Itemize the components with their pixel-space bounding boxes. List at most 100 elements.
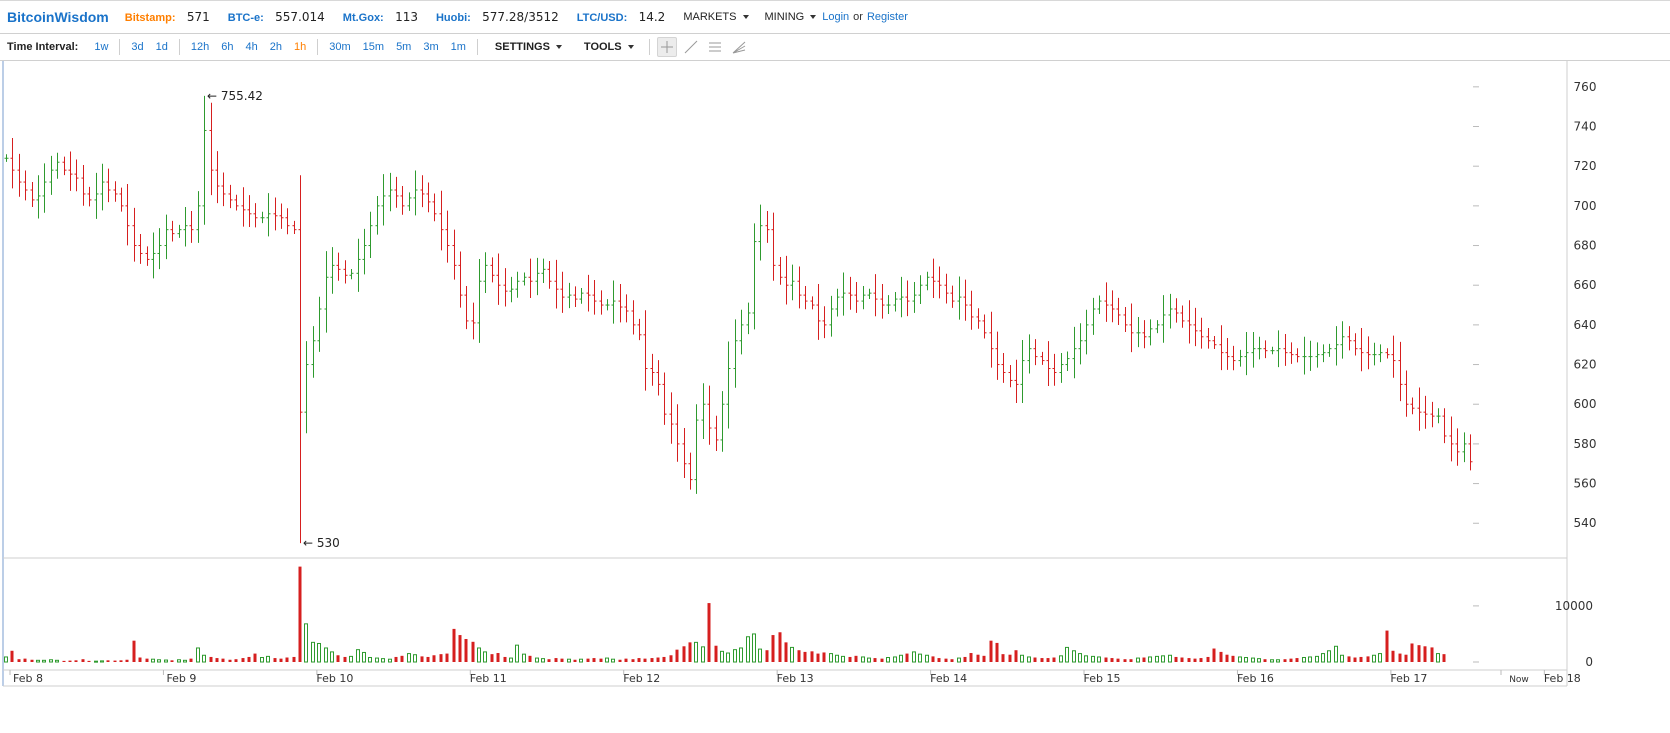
volume-bar xyxy=(650,658,654,662)
interval-30m[interactable]: 30m xyxy=(329,41,351,53)
price-tick-label: 600 xyxy=(1574,397,1597,411)
volume-bar xyxy=(119,660,123,662)
mining-label: MINING xyxy=(764,11,805,23)
ohlc-bar xyxy=(592,280,597,315)
settings-menu[interactable]: SETTINGS xyxy=(495,41,562,53)
ohlc-bar xyxy=(1334,326,1339,366)
volume-bar xyxy=(1302,657,1306,663)
ohlc-bar xyxy=(1251,332,1256,368)
interval-1m[interactable]: 1m xyxy=(450,41,466,53)
ohlc-bar xyxy=(816,284,821,340)
volume-bar xyxy=(1116,658,1120,662)
ohlc-bar xyxy=(183,207,188,247)
volume-bar xyxy=(260,657,264,663)
crosshair-icon[interactable] xyxy=(656,37,677,57)
interval-15m[interactable]: 15m xyxy=(362,41,385,53)
volume-bar xyxy=(1442,654,1446,662)
volume-bar xyxy=(567,658,571,663)
volume-bar xyxy=(1020,654,1024,663)
ohlc-bar xyxy=(694,404,699,494)
interval-6h[interactable]: 6h xyxy=(221,41,234,53)
ohlc-bar xyxy=(886,295,891,314)
interval-4h[interactable]: 4h xyxy=(245,41,258,53)
volume-bar xyxy=(106,660,110,662)
trendline-icon[interactable] xyxy=(681,37,701,57)
volume-bar xyxy=(957,657,961,663)
fan-icon[interactable] xyxy=(729,37,749,57)
ohlc-bar xyxy=(10,138,15,189)
site-logo[interactable]: BitcoinWisdom xyxy=(7,9,109,25)
volume-bar xyxy=(1257,658,1261,663)
volume-bar xyxy=(656,657,660,662)
volume-bar xyxy=(618,659,622,662)
ohlc-bar xyxy=(893,291,898,312)
ohlc-bar xyxy=(452,229,457,280)
ohlc-bar xyxy=(957,276,962,320)
volume-bar xyxy=(822,652,826,662)
volume-bar xyxy=(458,635,462,662)
ticker-huobi[interactable]: Huobi: 577.28/3512 xyxy=(436,10,559,24)
ohlc-bar xyxy=(1142,320,1147,349)
fibonacci-icon[interactable] xyxy=(705,37,725,57)
ohlc-bar xyxy=(1442,408,1447,444)
interval-1h[interactable]: 1h xyxy=(294,41,307,53)
ohlc-bar xyxy=(1219,325,1224,371)
volume-bar xyxy=(196,647,200,663)
volume-bar xyxy=(976,654,980,662)
interval-3m[interactable]: 3m xyxy=(423,41,439,53)
ohlc-bar xyxy=(30,182,35,208)
volume-bar xyxy=(982,655,986,662)
ohlc-bar xyxy=(368,211,373,259)
interval-2h[interactable]: 2h xyxy=(269,41,282,53)
ohlc-bar xyxy=(317,296,322,352)
ohlc-bar xyxy=(311,326,316,378)
tools-menu[interactable]: TOOLS xyxy=(584,41,634,53)
ohlc-bar xyxy=(1378,344,1383,363)
volume-bar xyxy=(317,642,321,663)
volume-bar xyxy=(4,656,8,663)
volume-bar xyxy=(1359,656,1363,662)
volume-bar xyxy=(490,654,494,662)
volume-bar xyxy=(1110,658,1114,662)
time-tick-label: Feb 17 xyxy=(1390,672,1427,685)
ohlc-bar xyxy=(375,195,380,235)
ticker-label: Bitstamp: xyxy=(124,12,176,24)
divider xyxy=(476,39,478,55)
volume-bar xyxy=(1263,659,1267,662)
interval-1w[interactable]: 1w xyxy=(94,41,109,53)
ohlc-bar xyxy=(62,156,67,176)
login-link[interactable]: Login xyxy=(822,11,850,23)
volume-bar xyxy=(349,655,353,663)
ohlc-bar xyxy=(662,372,667,425)
ohlc-bar xyxy=(752,223,757,330)
volume-bar xyxy=(62,660,66,662)
ohlc-bar xyxy=(1276,330,1281,368)
ohlc-bar xyxy=(420,175,425,208)
price-tick-label: 540 xyxy=(1574,516,1597,530)
ticker-value: 113 xyxy=(395,10,418,24)
interval-3d[interactable]: 3d xyxy=(131,41,144,53)
volume-bar xyxy=(100,660,104,663)
volume-bar xyxy=(573,659,577,662)
ticker-btce[interactable]: BTC-e: 557.014 xyxy=(228,10,325,24)
ticker-ltcusd[interactable]: LTC/USD: 14.2 xyxy=(577,10,666,24)
markets-menu[interactable]: MARKETS xyxy=(683,11,749,23)
register-link[interactable]: Register xyxy=(866,11,908,23)
interval-1d[interactable]: 1d xyxy=(155,41,168,53)
price-axis: 540 560 580 600 620 640 660 680 700 720 740 760 xyxy=(1473,80,1596,530)
mining-menu[interactable]: MINING xyxy=(765,11,817,23)
ohlc-bar xyxy=(867,288,872,300)
volume-bar xyxy=(1129,659,1133,662)
ohlc-bar xyxy=(758,204,763,261)
price-chart[interactable]: 540 560 580 600 620 640 660 680 700 720 740 760 0 10… xyxy=(0,61,1670,733)
ticker-mtgox[interactable]: Mt.Gox: 113 xyxy=(343,10,418,24)
volume-bar xyxy=(688,642,692,662)
ticker-bitstamp[interactable]: Bitstamp: 571 xyxy=(125,10,210,24)
interval-12h[interactable]: 12h xyxy=(190,41,210,53)
ohlc-bar xyxy=(292,220,297,234)
ohlc-bar xyxy=(733,319,738,388)
interval-5m[interactable]: 5m xyxy=(396,41,412,53)
ohlc-bar xyxy=(445,210,450,263)
markets-label: MARKETS xyxy=(683,11,737,23)
volume-bar xyxy=(496,653,500,662)
